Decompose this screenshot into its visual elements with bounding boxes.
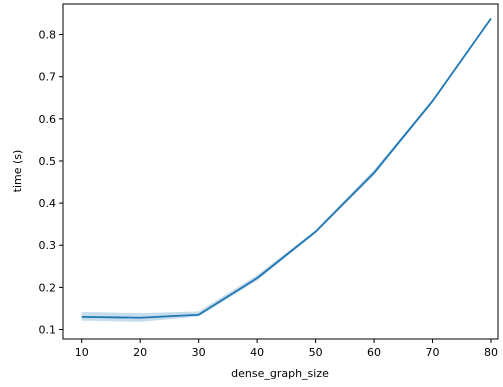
x-tick-label: 70 [426,346,440,359]
confidence-band-layer [81,17,491,322]
y-tick-label: 0.2 [39,281,57,294]
series-line [81,18,492,319]
y-axis-ticks: 0.1 0.2 0.3 0.4 0.5 0.6 0.7 0.8 [39,29,63,337]
x-tick-label: 20 [133,346,147,359]
y-tick-label: 0.6 [39,113,57,126]
x-axis-label: dense_graph_size [231,367,329,380]
confidence-band [81,17,491,322]
x-tick-label: 30 [192,346,206,359]
x-axis-ticks: 10 20 30 40 50 60 70 80 [75,339,498,359]
x-tick-label: 10 [75,346,89,359]
y-tick-label: 0.7 [39,71,57,84]
y-tick-label: 0.4 [39,197,57,210]
x-tick-label: 60 [367,346,381,359]
x-tick-label: 40 [250,346,264,359]
x-tick-label: 80 [484,346,498,359]
y-tick-label: 0.1 [39,324,57,337]
y-tick-label: 0.3 [39,239,57,252]
x-tick-label: 50 [309,346,323,359]
series-line-layer [81,18,492,319]
y-axis-label: time (s) [11,150,24,193]
y-tick-label: 0.8 [39,29,57,42]
y-tick-label: 0.5 [39,155,57,168]
plot-frame [62,3,499,340]
